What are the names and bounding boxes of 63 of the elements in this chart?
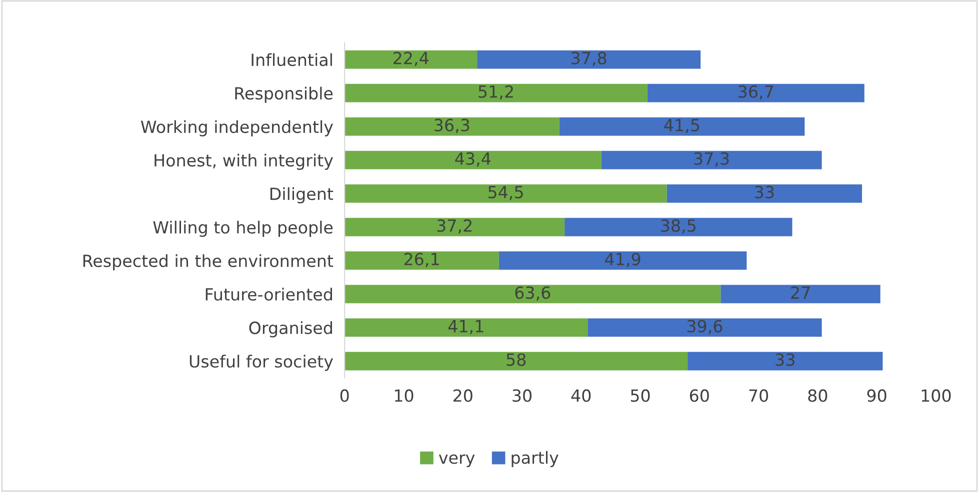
y-tick-label: Working independently [140,120,333,136]
data-label: 58 [506,353,526,366]
x-tick-label: 0 [340,389,349,402]
data-label: 37,2 [437,219,472,234]
x-tick-label: 70 [749,389,768,402]
data-label: 51,2 [478,85,513,100]
data-label: 38,5 [661,219,696,234]
bar [647,84,864,102]
bar [564,218,792,236]
x-tick-label: 80 [808,389,828,402]
bar [601,150,822,170]
y-tick-label: Honest, with integrity [154,154,334,170]
data-label: 41,5 [664,119,700,134]
data-label: 37,8 [572,52,606,66]
legend-label: partly [512,451,558,468]
y-tick-label: Useful for society [190,354,334,371]
y-tick-label: Influential [252,53,332,66]
y-tick-label: Future-oriented [206,288,332,301]
data-label: 41,9 [605,252,640,268]
x-tick-label: 20 [453,389,472,402]
bar [720,284,880,304]
bar [344,352,688,370]
bar [344,117,560,136]
bar [344,318,588,337]
bar [344,251,499,270]
y-tick-label: Respected in the environment [83,254,334,270]
data-label: 54,5 [488,186,523,200]
y-tick-label: Responsible [235,86,333,103]
bar [344,218,565,236]
data-label: 22,4 [394,52,428,66]
y-tick-label: Willing to help people [153,220,333,237]
data-label: 37,3 [694,152,729,167]
data-label: 41,1 [448,320,484,334]
bar [477,50,701,69]
x-tick-label: 30 [512,389,532,402]
x-tick-label: 10 [394,389,414,402]
data-label: 36,7 [738,85,773,100]
data-label: 39,6 [687,320,722,334]
bar [498,251,747,270]
data-label: 43,4 [455,152,491,167]
y-tick-label: Organised [249,321,332,338]
x-tick-label: 40 [571,389,591,402]
x-tick-label: 60 [690,389,709,402]
data-label: 33 [776,353,794,366]
bar [344,284,721,304]
data-label: 33 [755,186,774,198]
bar [344,184,667,203]
data-label: 26,1 [404,252,439,268]
legend-label: very [438,454,475,468]
data-label: 36,3 [434,118,470,134]
bar [666,184,862,203]
bar [559,117,805,136]
bar [344,50,478,69]
data-label: 63,6 [515,286,550,301]
y-tick-label: Diligent [270,187,334,204]
bar [588,318,822,337]
data-label: 27 [791,286,810,299]
x-tick-label: 50 [630,389,650,402]
bar [344,150,602,170]
x-tick-label: 100 [922,389,951,402]
bar [688,352,883,370]
x-tick-label: 90 [867,389,886,402]
bar [344,84,648,102]
